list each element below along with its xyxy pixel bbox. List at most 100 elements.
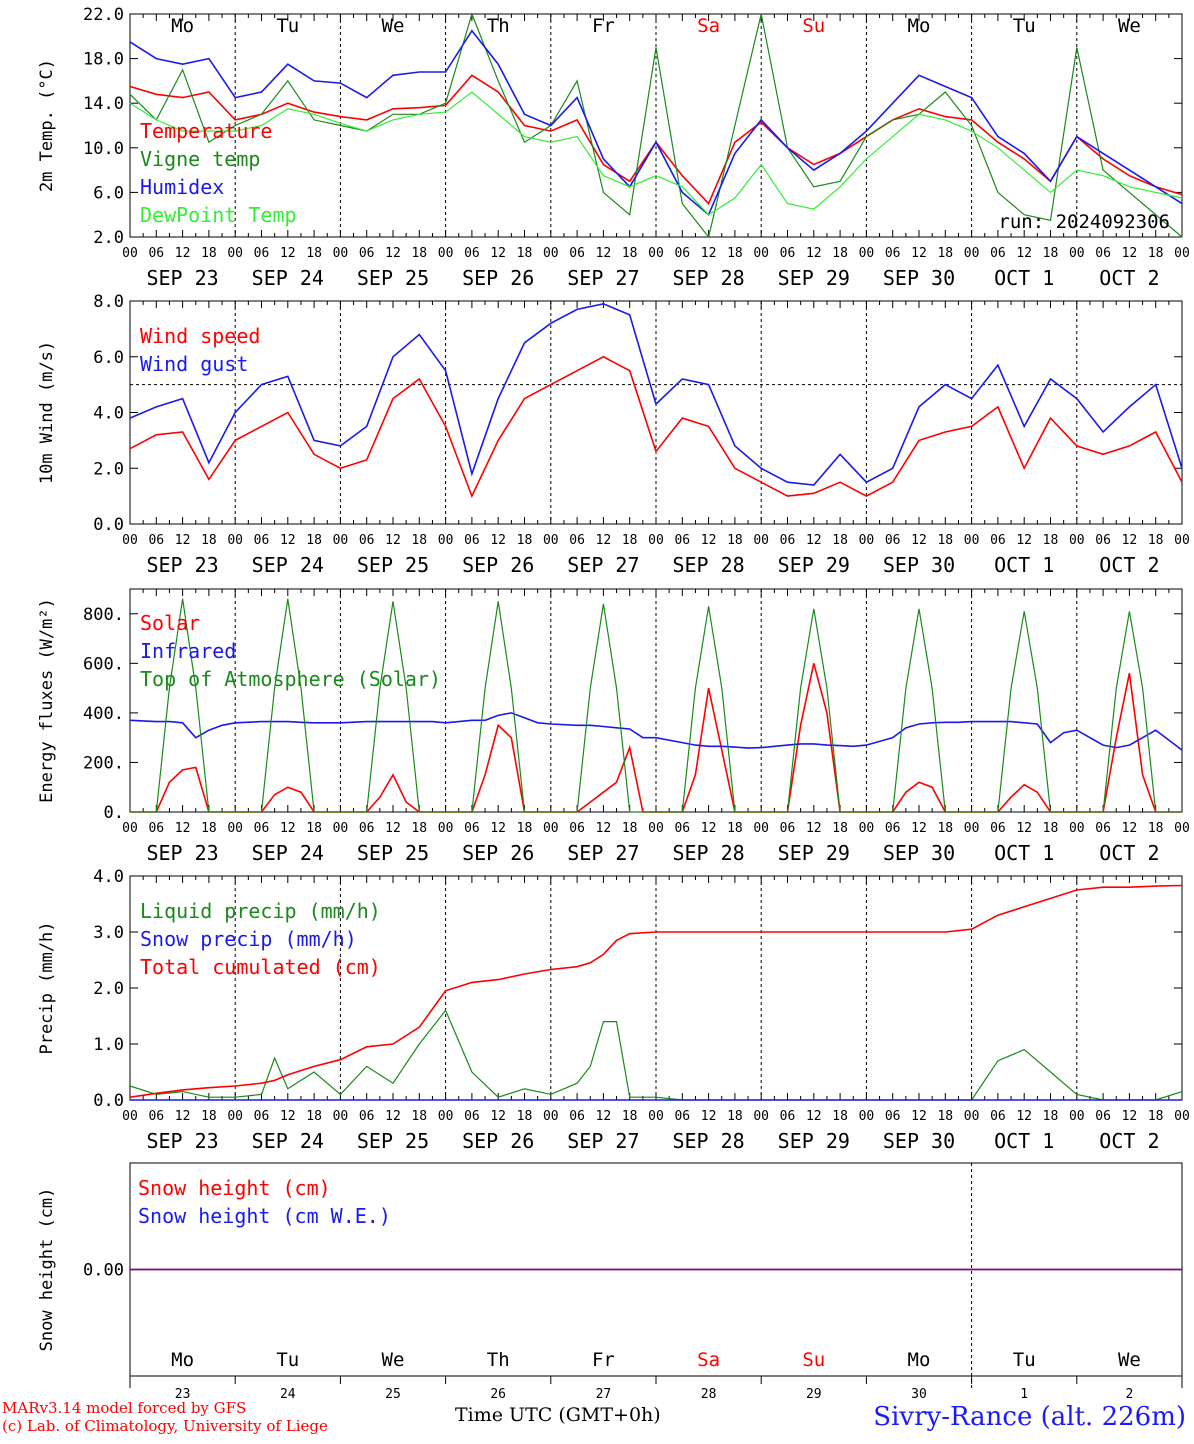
hour-label: 06 [780, 246, 796, 261]
hour-label: 06 [148, 246, 164, 261]
hour-label: 06 [569, 246, 585, 261]
hour-label: 00 [543, 246, 559, 261]
date-label: OCT 2 [1099, 553, 1159, 577]
y-tick-label: 3.0 [93, 923, 124, 943]
hour-label: 00 [964, 821, 980, 836]
hour-label: 18 [832, 821, 848, 836]
credit-line: (c) Lab. of Climatology, University of L… [2, 1417, 328, 1435]
hour-label: 12 [911, 821, 927, 836]
hour-label: 06 [359, 533, 375, 548]
hour-label: 18 [1043, 1109, 1059, 1124]
hour-label: 18 [517, 533, 533, 548]
time-axis-label: Time UTC (GMT+0h) [455, 1404, 661, 1426]
hour-label: 06 [990, 1109, 1006, 1124]
hour-label: 00 [648, 533, 664, 548]
date-label: SEP 30 [883, 1129, 955, 1153]
hour-label: 06 [1095, 533, 1111, 548]
y-tick-label: 200. [83, 753, 124, 773]
hour-label: 18 [306, 1109, 322, 1124]
legend-entry: Snow height (cm) [138, 1176, 331, 1200]
y-tick-label: 4.0 [93, 404, 124, 424]
day-number-label: 28 [701, 1387, 717, 1402]
hour-label: 00 [122, 533, 138, 548]
date-label: SEP 29 [778, 841, 850, 865]
hour-label: 06 [148, 533, 164, 548]
weekday-label: Tu [1013, 15, 1036, 37]
weekday-label: Sa [697, 1349, 720, 1371]
legend-entry: Liquid precip (mm/h) [140, 899, 381, 923]
weekday-label: We [1118, 15, 1141, 37]
y-tick-label: 8.0 [93, 292, 124, 312]
hour-label: 00 [648, 246, 664, 261]
legend-entry: DewPoint Temp [140, 203, 297, 227]
hour-label: 06 [569, 1109, 585, 1124]
y-tick-label: 6.0 [93, 183, 124, 203]
hour-label: 12 [806, 821, 822, 836]
hour-label: 12 [911, 246, 927, 261]
hour-label: 06 [990, 821, 1006, 836]
hour-label: 00 [1069, 1109, 1085, 1124]
hour-label: 12 [490, 821, 506, 836]
weekday-label: Tu [276, 1349, 299, 1371]
hour-label: 12 [1122, 1109, 1138, 1124]
legend-entry: Solar [140, 611, 200, 635]
date-label: SEP 25 [357, 841, 429, 865]
hour-label: 12 [701, 533, 717, 548]
y-tick-label: 0. [104, 803, 124, 823]
hour-label: 18 [411, 821, 427, 836]
hour-label: 18 [622, 533, 638, 548]
date-label: SEP 26 [462, 1129, 534, 1153]
hour-label: 18 [1043, 533, 1059, 548]
legend-entry: Wind gust [140, 352, 248, 376]
y-tick-label: 1.0 [93, 1035, 124, 1055]
hour-label: 18 [1148, 533, 1164, 548]
hour-label: 12 [280, 246, 296, 261]
hour-label: 00 [227, 1109, 243, 1124]
date-label: SEP 27 [567, 266, 639, 290]
day-number-label: 23 [175, 1387, 191, 1402]
date-label: SEP 23 [146, 1129, 218, 1153]
date-label: SEP 24 [252, 266, 324, 290]
date-label: OCT 2 [1099, 266, 1159, 290]
hour-label: 18 [937, 246, 953, 261]
date-label: SEP 27 [567, 553, 639, 577]
hour-label: 18 [306, 246, 322, 261]
y-tick-label: 600. [83, 654, 124, 674]
hour-label: 00 [1174, 533, 1190, 548]
hour-label: 18 [832, 1109, 848, 1124]
weekday-label: Mo [908, 1349, 931, 1371]
hour-label: 00 [333, 533, 349, 548]
date-label: SEP 26 [462, 553, 534, 577]
date-label: SEP 30 [883, 266, 955, 290]
day-number-label: 27 [596, 1387, 612, 1402]
y-tick-label: 2.0 [93, 228, 124, 248]
hour-label: 00 [122, 1109, 138, 1124]
hour-label: 00 [1069, 821, 1085, 836]
hour-label: 06 [254, 246, 270, 261]
series-line-humidex [129, 29, 1183, 217]
series-line-infrared [129, 712, 1183, 751]
date-label: SEP 24 [252, 553, 324, 577]
hour-label: 18 [1148, 246, 1164, 261]
hour-label: 12 [1016, 533, 1032, 548]
date-label: OCT 2 [1099, 841, 1159, 865]
series-line-wind-gust [129, 302, 1183, 486]
hour-label: 18 [622, 246, 638, 261]
date-label: SEP 27 [567, 1129, 639, 1153]
hour-label: 06 [254, 1109, 270, 1124]
panel-1: 2.0 6.0 10.0 14.0 18.0 22.0 2m Temp. (°C) Tempe… [37, 5, 1190, 290]
date-label: SEP 30 [883, 553, 955, 577]
hour-label: 12 [806, 533, 822, 548]
hour-label: 00 [122, 821, 138, 836]
hour-label: 18 [201, 246, 217, 261]
hour-label: 12 [175, 533, 191, 548]
y-tick-label: 0.0 [93, 515, 124, 535]
hour-label: 00 [333, 1109, 349, 1124]
hour-label: 00 [753, 533, 769, 548]
date-label: SEP 25 [357, 553, 429, 577]
hour-label: 00 [543, 1109, 559, 1124]
legend-entry: Top of Atmosphere (Solar) [140, 667, 441, 691]
hour-label: 00 [333, 821, 349, 836]
